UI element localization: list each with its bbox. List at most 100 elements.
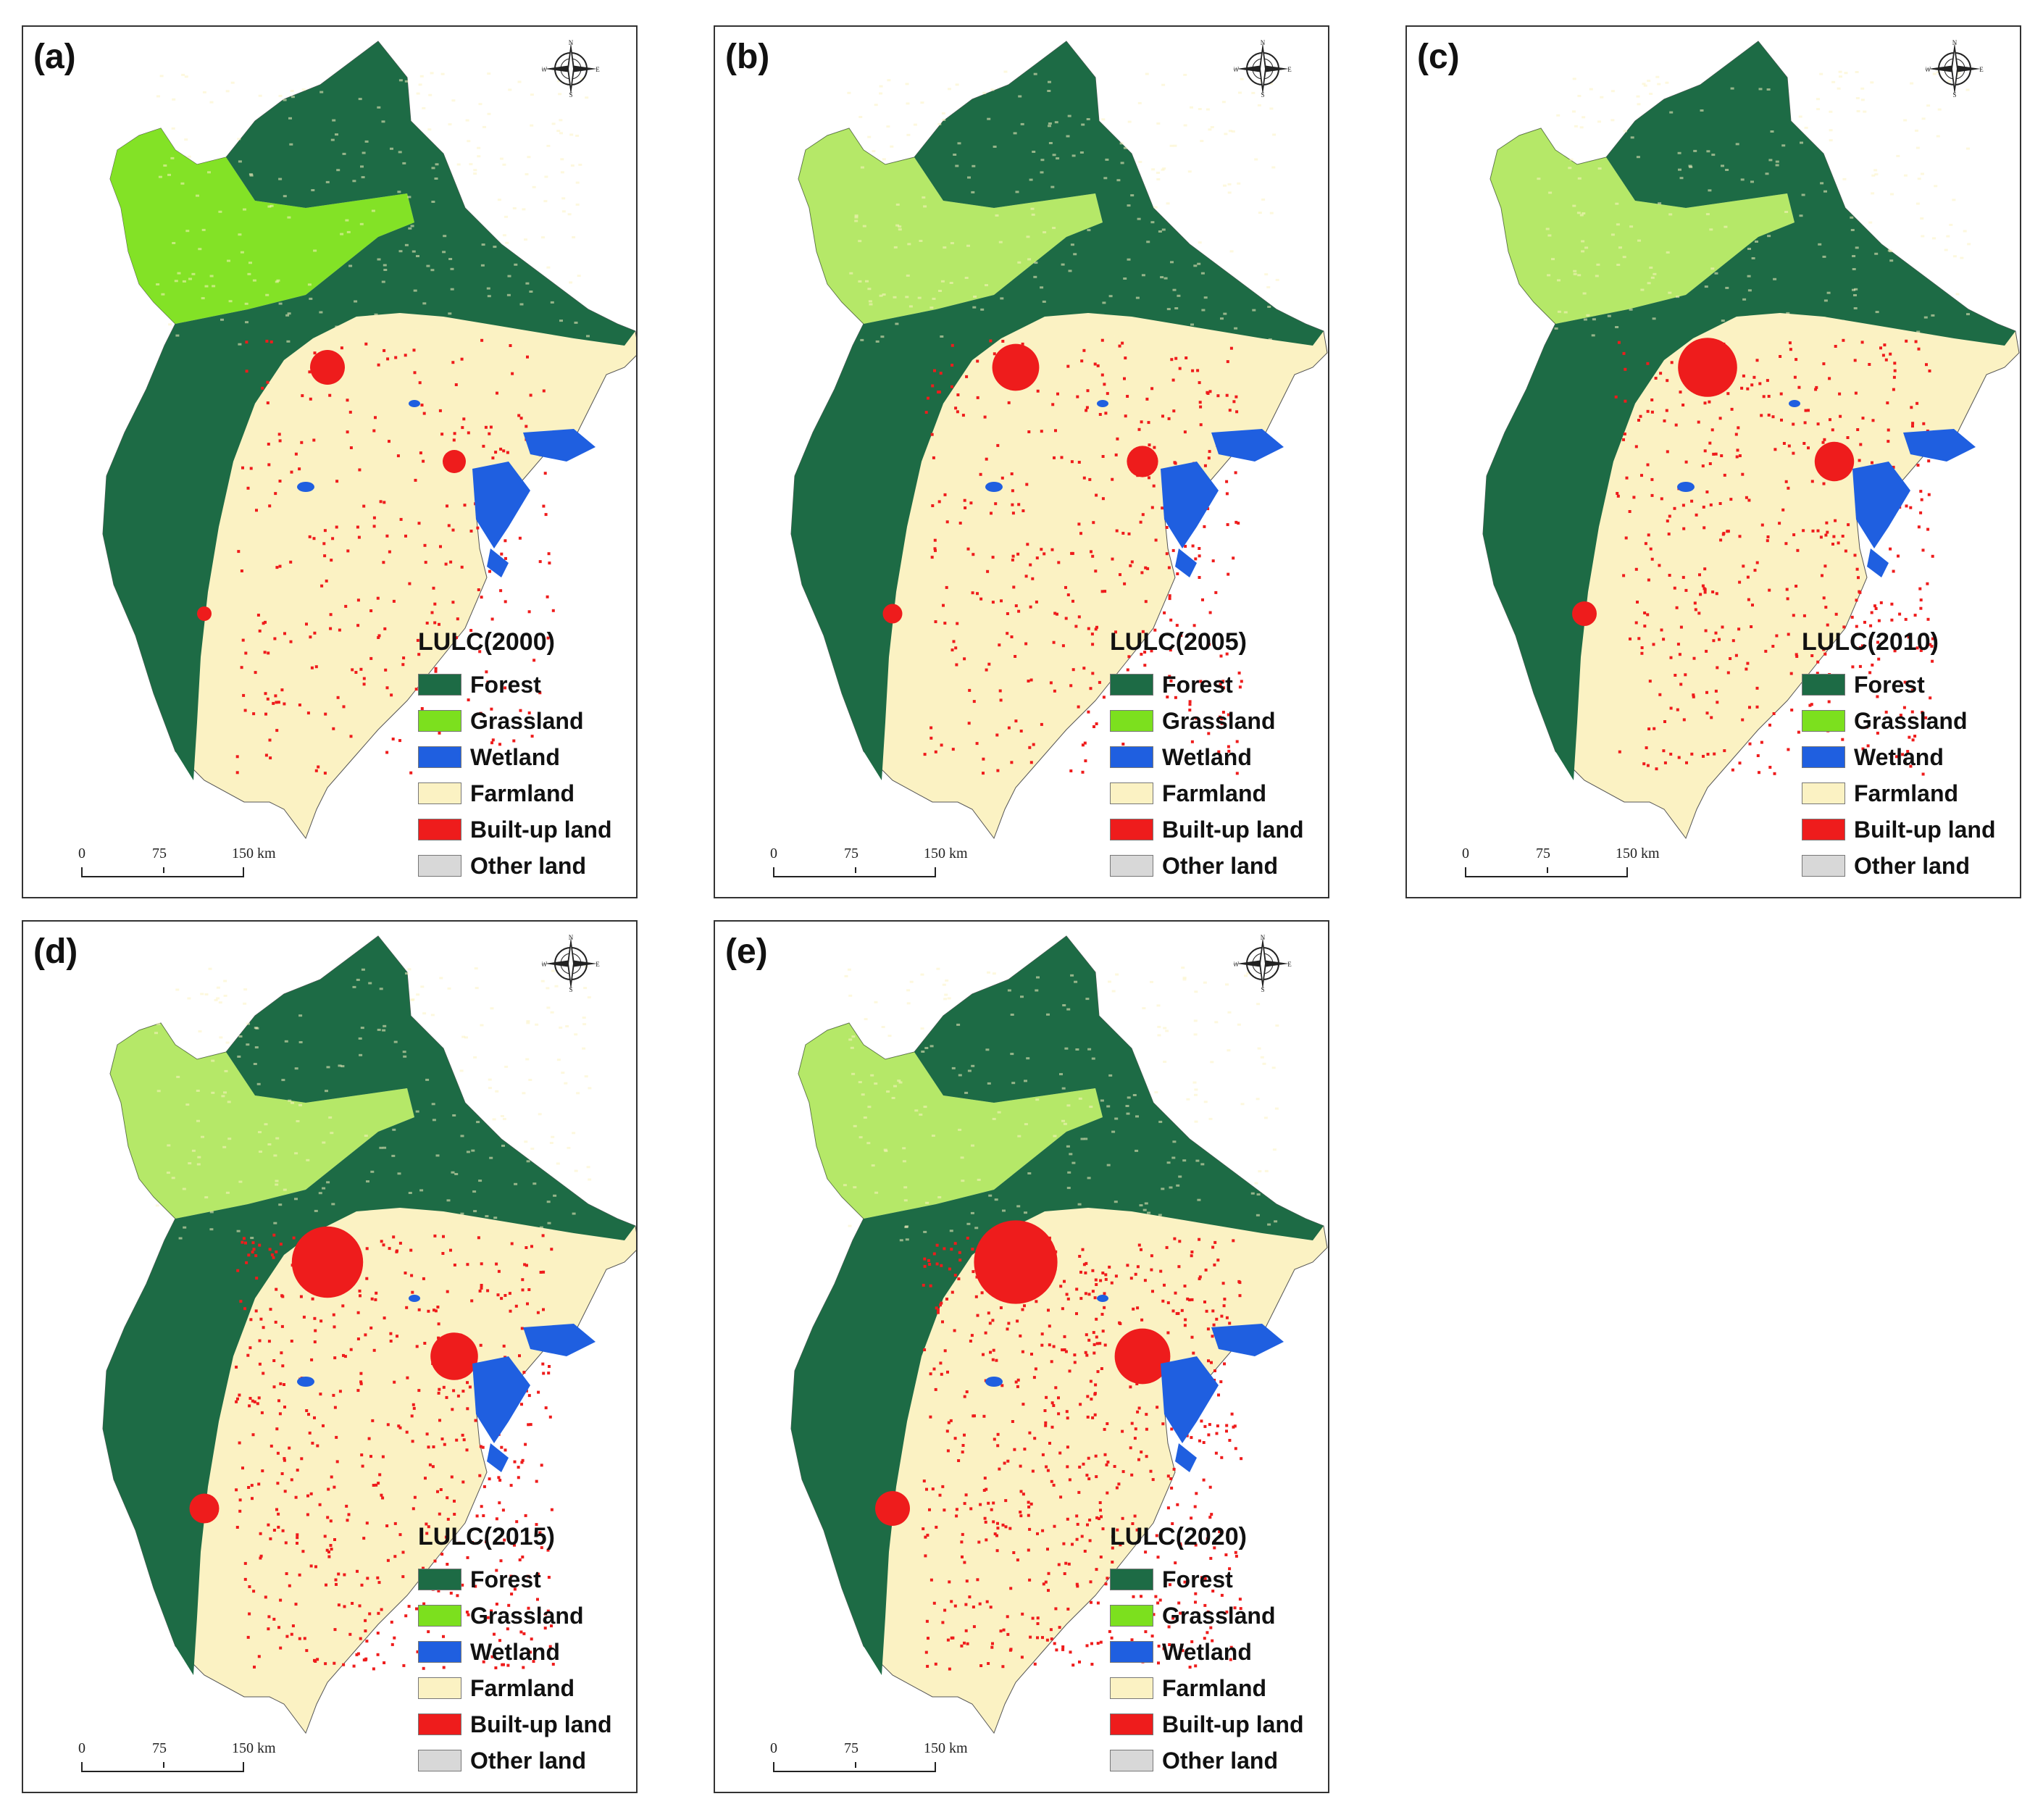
scale-label-zero: 0	[770, 846, 777, 861]
legend-label: Farmland	[470, 780, 575, 806]
panel-label: (b)	[725, 38, 770, 76]
panel-label: (d)	[33, 932, 78, 971]
legend-label: Other land	[1854, 852, 1971, 879]
map-legend: LULC(2005) Forest Grassland Wetland Farm…	[1110, 628, 1304, 884]
legend-swatch-other-land	[418, 1750, 461, 1771]
svg-text:W: W	[1234, 66, 1240, 73]
legend-swatch-grassland	[418, 1605, 461, 1627]
legend-label: Built-up land	[1162, 816, 1304, 843]
north-arrow-compass-icon: N S W E	[542, 935, 600, 993]
legend-swatch-farmland	[418, 1677, 461, 1699]
scale-label-zero: 0	[770, 1740, 777, 1756]
scale-label-end: 150 km	[232, 846, 276, 861]
legend-swatch-forest	[1110, 674, 1153, 696]
legend-label: Grassland	[470, 707, 584, 734]
legend-swatch-forest	[1110, 1569, 1153, 1590]
legend-label: Forest	[1162, 1566, 1233, 1592]
legend-label: Farmland	[1162, 780, 1267, 806]
legend-item-other-land: Other land	[1110, 848, 1304, 884]
legend-swatch-forest	[418, 674, 461, 696]
svg-text:S: S	[569, 91, 572, 98]
legend-title: LULC(2005)	[1110, 628, 1247, 656]
legend-swatch-wetland	[418, 746, 461, 768]
legend-item-built-up-land: Built-up land	[1110, 811, 1304, 848]
legend-item-other-land: Other land	[418, 848, 612, 884]
legend-label: Forest	[1854, 671, 1925, 698]
map-panel-b: (b) N S W E LULC(2005) Forest Grassland Wet…	[714, 25, 1329, 898]
scale-label-end: 150 km	[1616, 846, 1660, 861]
svg-text:E: E	[1979, 66, 1984, 73]
legend-swatch-other-land	[1110, 1750, 1153, 1771]
scale-label-end: 150 km	[924, 846, 968, 861]
legend-label: Grassland	[470, 1602, 584, 1629]
legend-item-wetland: Wetland	[418, 739, 612, 775]
legend-label: Forest	[470, 1566, 541, 1592]
legend-label: Grassland	[1162, 707, 1276, 734]
scale-label-zero: 0	[78, 1740, 85, 1756]
svg-text:W: W	[542, 961, 548, 968]
map-panel-c: (c) N S W E LULC(2010) Forest Grassland Wet…	[1405, 25, 2021, 898]
legend-item-grassland: Grassland	[1110, 1598, 1304, 1634]
legend-item-other-land: Other land	[418, 1742, 612, 1779]
scale-label-mid: 75	[1536, 846, 1550, 861]
legend-label: Built-up land	[1854, 816, 1996, 843]
scale-bar	[773, 1762, 936, 1772]
legend-label: Other land	[1162, 1747, 1279, 1774]
legend-swatch-forest	[418, 1569, 461, 1590]
legend-swatch-forest	[1802, 674, 1845, 696]
north-arrow-compass-icon: N S W E	[542, 40, 600, 98]
svg-text:N: N	[569, 935, 574, 941]
svg-text:S: S	[1261, 91, 1264, 98]
legend-swatch-other-land	[1110, 855, 1153, 877]
legend-label: Grassland	[1854, 707, 1968, 734]
svg-text:S: S	[569, 986, 572, 993]
legend-swatch-built-up-land	[418, 1713, 461, 1735]
scale-bar	[1465, 867, 1628, 877]
legend-item-built-up-land: Built-up land	[1110, 1706, 1304, 1742]
legend-swatch-wetland	[1110, 746, 1153, 768]
svg-text:E: E	[1287, 66, 1292, 73]
legend-swatch-farmland	[1802, 782, 1845, 804]
legend-item-grassland: Grassland	[1802, 703, 1996, 739]
scale-label-end: 150 km	[232, 1740, 276, 1756]
legend-label: Wetland	[1162, 743, 1252, 770]
legend-item-forest: Forest	[418, 667, 612, 703]
map-graphic	[790, 41, 1328, 840]
legend-swatch-farmland	[1110, 782, 1153, 804]
legend-label: Forest	[470, 671, 541, 698]
svg-text:W: W	[542, 66, 548, 73]
legend-item-forest: Forest	[1802, 667, 1996, 703]
legend-label: Farmland	[470, 1674, 575, 1701]
legend-item-forest: Forest	[418, 1561, 612, 1598]
svg-text:S: S	[1952, 91, 1956, 98]
legend-item-other-land: Other land	[1802, 848, 1996, 884]
panel-label: (a)	[33, 38, 76, 76]
scale-label-mid: 75	[152, 846, 167, 861]
north-arrow-compass-icon: N S W E	[1234, 40, 1292, 98]
legend-item-built-up-land: Built-up land	[418, 811, 612, 848]
legend-item-grassland: Grassland	[418, 1598, 612, 1634]
scale-bar	[81, 867, 244, 877]
legend-label: Grassland	[1162, 1602, 1276, 1629]
legend-item-farmland: Farmland	[418, 775, 612, 811]
panel-label: (e)	[725, 932, 768, 971]
scale-label-zero: 0	[1462, 846, 1469, 861]
legend-swatch-other-land	[1802, 855, 1845, 877]
legend-swatch-grassland	[1110, 1605, 1153, 1627]
map-legend: LULC(2000) Forest Grassland Wetland Farm…	[418, 628, 612, 884]
map-legend: LULC(2015) Forest Grassland Wetland Farm…	[418, 1523, 612, 1779]
scale-label-mid: 75	[152, 1740, 167, 1756]
map-graphic	[102, 935, 636, 1735]
legend-swatch-farmland	[418, 782, 461, 804]
svg-text:W: W	[1926, 66, 1931, 73]
map-graphic	[790, 935, 1328, 1735]
legend-item-farmland: Farmland	[1802, 775, 1996, 811]
map-legend: LULC(2020) Forest Grassland Wetland Farm…	[1110, 1523, 1304, 1779]
legend-label: Built-up land	[1162, 1711, 1304, 1737]
legend-swatch-grassland	[1110, 710, 1153, 732]
legend-label: Other land	[470, 1747, 587, 1774]
legend-item-farmland: Farmland	[1110, 775, 1304, 811]
legend-label: Wetland	[470, 743, 560, 770]
legend-item-wetland: Wetland	[1110, 739, 1304, 775]
scale-label-mid: 75	[844, 1740, 858, 1756]
